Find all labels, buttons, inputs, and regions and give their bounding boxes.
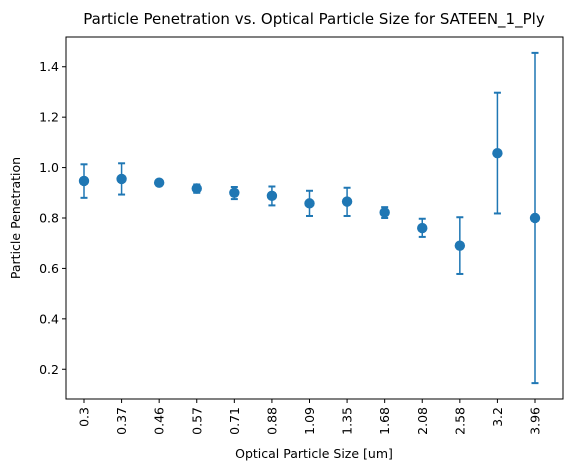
y-tick-label: 0.2	[39, 362, 59, 377]
x-tick-label: 0.46	[152, 407, 167, 435]
data-point	[78, 175, 90, 187]
x-tick-label: 3.2	[490, 407, 505, 427]
data-point	[341, 196, 353, 207]
y-tick-label: 0.6	[39, 261, 59, 276]
x-tick-label: 1.35	[340, 407, 355, 435]
data-point	[529, 212, 541, 224]
error-bars	[80, 51, 539, 385]
data-point	[304, 198, 315, 209]
x-tick-label: 0.88	[264, 407, 279, 435]
x-tick-label: 3.96	[528, 407, 543, 435]
data-point	[492, 148, 503, 159]
x-tick-label: 1.09	[302, 407, 317, 435]
data-point	[266, 190, 278, 202]
chart-title: Particle Penetration vs. Optical Particl…	[83, 10, 545, 29]
x-tick-label: 2.58	[452, 407, 467, 435]
x-axis-label: Optical Particle Size [um]	[235, 446, 393, 461]
x-axis: 0.3 0.37 0.46 0.57 0.71 0.88 1.09 1.35 1.68 2.08 2…	[77, 399, 543, 435]
y-axis: 0.2 0.4 0.6 0.8 1.0 1.2 1.4	[39, 59, 66, 377]
y-axis-label: Particle Penetration	[8, 157, 23, 279]
plot-area	[65, 36, 564, 400]
y-tick-label: 0.8	[39, 211, 59, 226]
data-point	[116, 173, 127, 185]
y-tick-label: 1.4	[39, 59, 59, 74]
data-point	[153, 177, 165, 188]
data-point	[454, 240, 466, 251]
x-tick-label: 0.57	[189, 407, 204, 435]
x-tick-label: 0.71	[227, 407, 242, 435]
data-point	[379, 207, 390, 218]
data-point	[417, 222, 428, 234]
y-tick-label: 0.4	[39, 311, 59, 326]
x-tick-label: 0.3	[77, 407, 92, 427]
data-point	[191, 183, 202, 194]
x-tick-label: 0.37	[114, 407, 129, 435]
x-tick-label: 1.68	[377, 407, 392, 435]
data-points	[78, 148, 541, 251]
data-point	[229, 187, 240, 198]
x-tick-label: 2.08	[415, 407, 430, 435]
y-tick-label: 1.0	[39, 160, 59, 175]
y-tick-label: 1.2	[39, 110, 59, 125]
